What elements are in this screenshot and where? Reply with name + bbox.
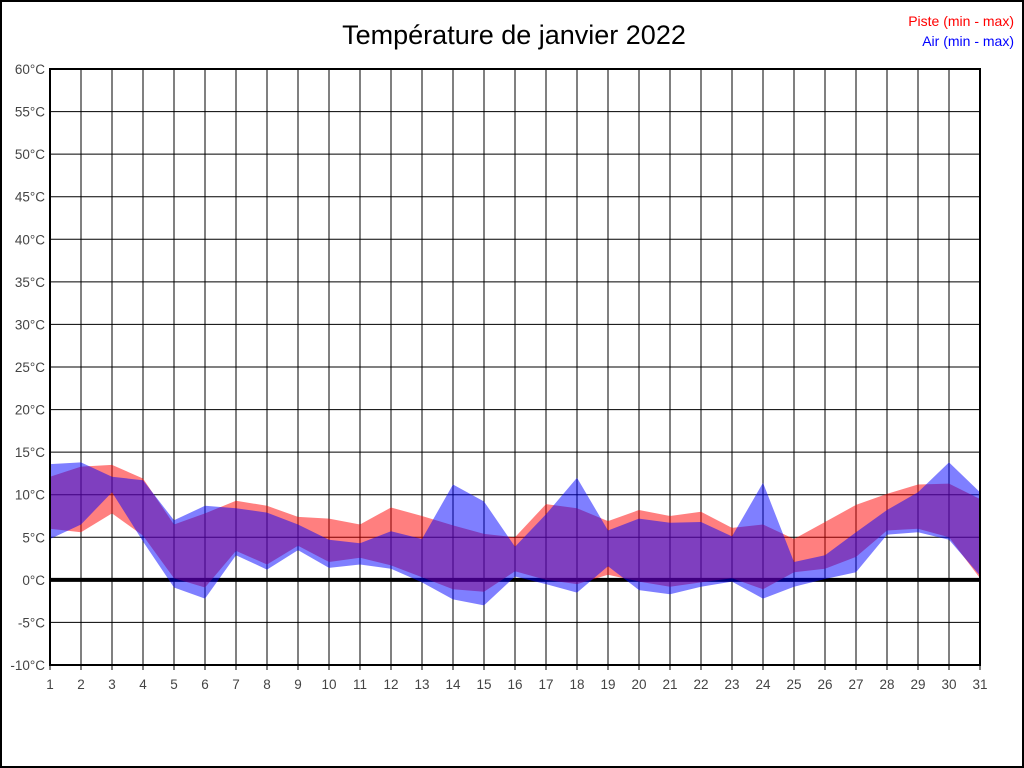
x-tick-label: 27 — [848, 677, 863, 692]
x-tick-label: 30 — [941, 677, 956, 692]
y-tick-label: -5°C — [18, 615, 45, 630]
x-tick-label: 22 — [693, 677, 708, 692]
x-tick-label: 4 — [139, 677, 147, 692]
y-tick-label: 20°C — [15, 403, 45, 418]
y-tick-label: 40°C — [15, 232, 45, 247]
y-tick-label: 15°C — [15, 445, 45, 460]
y-tick-label: 35°C — [15, 275, 45, 290]
legend-air-label: Air (min - max) — [922, 33, 1014, 49]
y-tick-label: 5°C — [22, 530, 45, 545]
x-tick-label: 21 — [662, 677, 677, 692]
y-tick-label: 55°C — [15, 105, 45, 120]
x-tick-label: 19 — [600, 677, 615, 692]
x-tick-label: 7 — [232, 677, 240, 692]
x-tick-label: 17 — [538, 677, 553, 692]
x-tick-label: 12 — [383, 677, 398, 692]
x-tick-label: 8 — [263, 677, 271, 692]
x-tick-label: 28 — [879, 677, 894, 692]
x-tick-label: 13 — [414, 677, 429, 692]
x-tick-label: 16 — [507, 677, 522, 692]
x-tick-label: 31 — [972, 677, 987, 692]
x-tick-label: 25 — [786, 677, 801, 692]
y-tick-label: 0°C — [22, 573, 45, 588]
plot-frame — [49, 68, 981, 666]
x-tick-label: 29 — [910, 677, 925, 692]
x-tick-label: 23 — [724, 677, 739, 692]
y-tick-label: 25°C — [15, 360, 45, 375]
x-tick-label: 11 — [353, 677, 367, 692]
legend-piste-label: Piste (min - max) — [908, 13, 1014, 29]
y-tick-label: 30°C — [15, 317, 45, 332]
x-tick-label: 1 — [46, 677, 54, 692]
x-tick-label: 10 — [321, 677, 336, 692]
x-tick-label: 24 — [755, 677, 771, 692]
x-tick-label: 14 — [445, 677, 461, 692]
x-tick-label: 6 — [201, 677, 209, 692]
x-tick-label: 2 — [77, 677, 85, 692]
y-tick-label: 10°C — [15, 488, 45, 503]
y-tick-label: 50°C — [15, 147, 45, 162]
y-tick-label: -10°C — [10, 658, 45, 673]
x-tick-label: 15 — [476, 677, 491, 692]
chart-legend: Piste (min - max) Air (min - max) — [908, 11, 1014, 51]
x-tick-label: 5 — [170, 677, 178, 692]
x-tick-label: 18 — [569, 677, 584, 692]
y-tick-label: 60°C — [15, 62, 45, 77]
air-band — [50, 462, 980, 606]
x-tick-label: 3 — [108, 677, 116, 692]
x-tick-label: 26 — [817, 677, 832, 692]
chart-title: Température de janvier 2022 — [342, 20, 686, 50]
x-tick-label: 20 — [631, 677, 646, 692]
y-tick-label: 45°C — [15, 190, 45, 205]
x-tick-label: 9 — [294, 677, 302, 692]
